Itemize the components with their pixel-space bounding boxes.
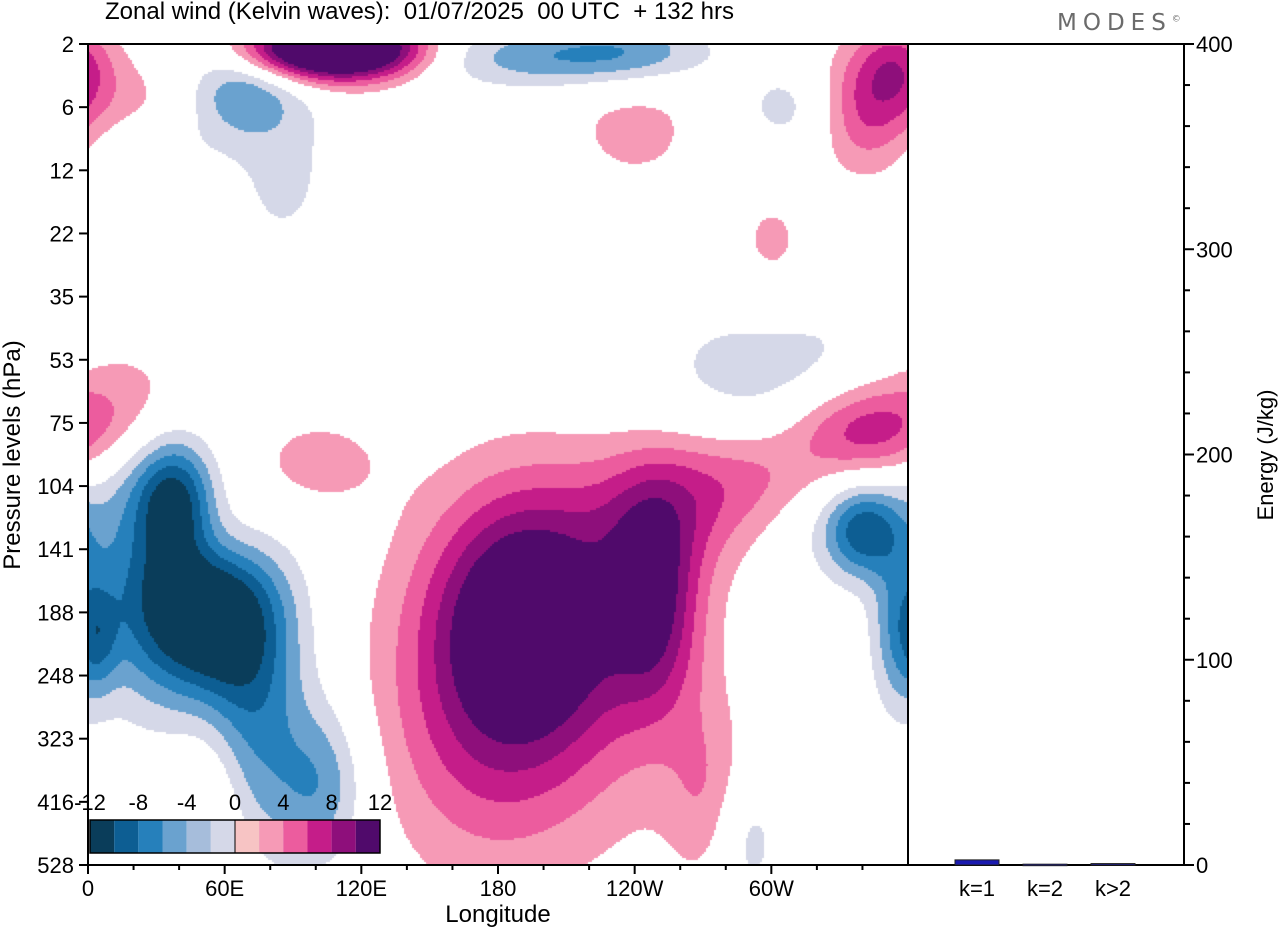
y-tick-label: 323 bbox=[37, 727, 74, 752]
y-tick-label: 22 bbox=[50, 221, 74, 246]
colorbar-cell bbox=[355, 820, 380, 853]
energy-bar-label: k>2 bbox=[1095, 876, 1131, 901]
energy-bar bbox=[954, 859, 1000, 866]
colorbar-cell bbox=[90, 820, 115, 853]
y-tick-label: 248 bbox=[37, 664, 74, 689]
colorbar: -12 -8 -4 0 4 8 12 bbox=[74, 790, 392, 854]
y-tick-label: 2 bbox=[62, 32, 74, 57]
energy-bar-label: k=1 bbox=[959, 876, 995, 901]
colorbar-cell bbox=[186, 820, 211, 853]
energy-tick-label: 100 bbox=[1196, 648, 1233, 673]
x-axis-label: Longitude bbox=[445, 901, 550, 928]
heatmap-layer bbox=[88, 44, 908, 865]
brand-logo: MODES© bbox=[1057, 10, 1181, 36]
colorbar-cell bbox=[114, 820, 139, 853]
heatmap-field bbox=[88, 44, 908, 865]
chart-title: Zonal wind (Kelvin waves): 01/07/2025 00… bbox=[105, 0, 734, 25]
y-tick-label: 141 bbox=[37, 537, 74, 562]
energy-tick-label: 200 bbox=[1196, 443, 1233, 468]
colorbar-label: 12 bbox=[368, 790, 392, 815]
colorbar-cell bbox=[307, 820, 332, 853]
y-tick-label: 12 bbox=[50, 158, 74, 183]
energy-bar bbox=[1022, 863, 1068, 867]
colorbar-label: -4 bbox=[177, 790, 197, 815]
colorbar-label: -12 bbox=[74, 790, 106, 815]
energy-panel-frame bbox=[907, 43, 1185, 866]
y-axis-label: Pressure levels (hPa) bbox=[0, 340, 26, 569]
colorbar-label: 8 bbox=[326, 790, 338, 815]
x-tick-label: 120E bbox=[336, 876, 387, 901]
colorbar-cell bbox=[162, 820, 187, 853]
y-tick-label: 6 bbox=[62, 95, 74, 120]
y-tick-label: 53 bbox=[50, 348, 74, 373]
energy-bars: k=1 k=2 k>2 bbox=[954, 859, 1136, 901]
y-tick-label: 416 bbox=[37, 790, 74, 815]
colorbar-cell bbox=[138, 820, 163, 853]
energy-tick-label: 300 bbox=[1196, 237, 1233, 262]
energy-bar-label: k=2 bbox=[1027, 876, 1063, 901]
y-tick-label: 188 bbox=[37, 600, 74, 625]
y-tick-label: 104 bbox=[37, 474, 74, 499]
energy-tick-label: 400 bbox=[1196, 32, 1233, 57]
energy-tick-label: 0 bbox=[1196, 853, 1208, 878]
colorbar-label: 0 bbox=[229, 790, 241, 815]
colorbar-cell bbox=[235, 820, 260, 853]
energy-bar bbox=[1090, 863, 1136, 866]
x-tick-label: 180 bbox=[480, 876, 517, 901]
x-tick-label: 0 bbox=[82, 876, 94, 901]
colorbar-label: 4 bbox=[277, 790, 289, 815]
x-tick-label: 60E bbox=[205, 876, 244, 901]
energy-axis-label: Energy (J/kg) bbox=[1253, 390, 1278, 521]
y-tick-label: 75 bbox=[50, 411, 74, 436]
y-tick-label: 35 bbox=[50, 285, 74, 310]
colorbar-cell bbox=[283, 820, 308, 853]
brand-mark: © bbox=[1171, 14, 1181, 25]
x-tick-label: 60W bbox=[749, 876, 794, 901]
colorbar-cell bbox=[210, 820, 235, 853]
colorbar-cell bbox=[259, 820, 284, 853]
brand-text: MODES bbox=[1057, 10, 1172, 36]
colorbar-label: -8 bbox=[129, 790, 149, 815]
y-tick-label: 528 bbox=[37, 853, 74, 878]
x-tick-label: 120W bbox=[606, 876, 664, 901]
colorbar-cell bbox=[331, 820, 356, 853]
